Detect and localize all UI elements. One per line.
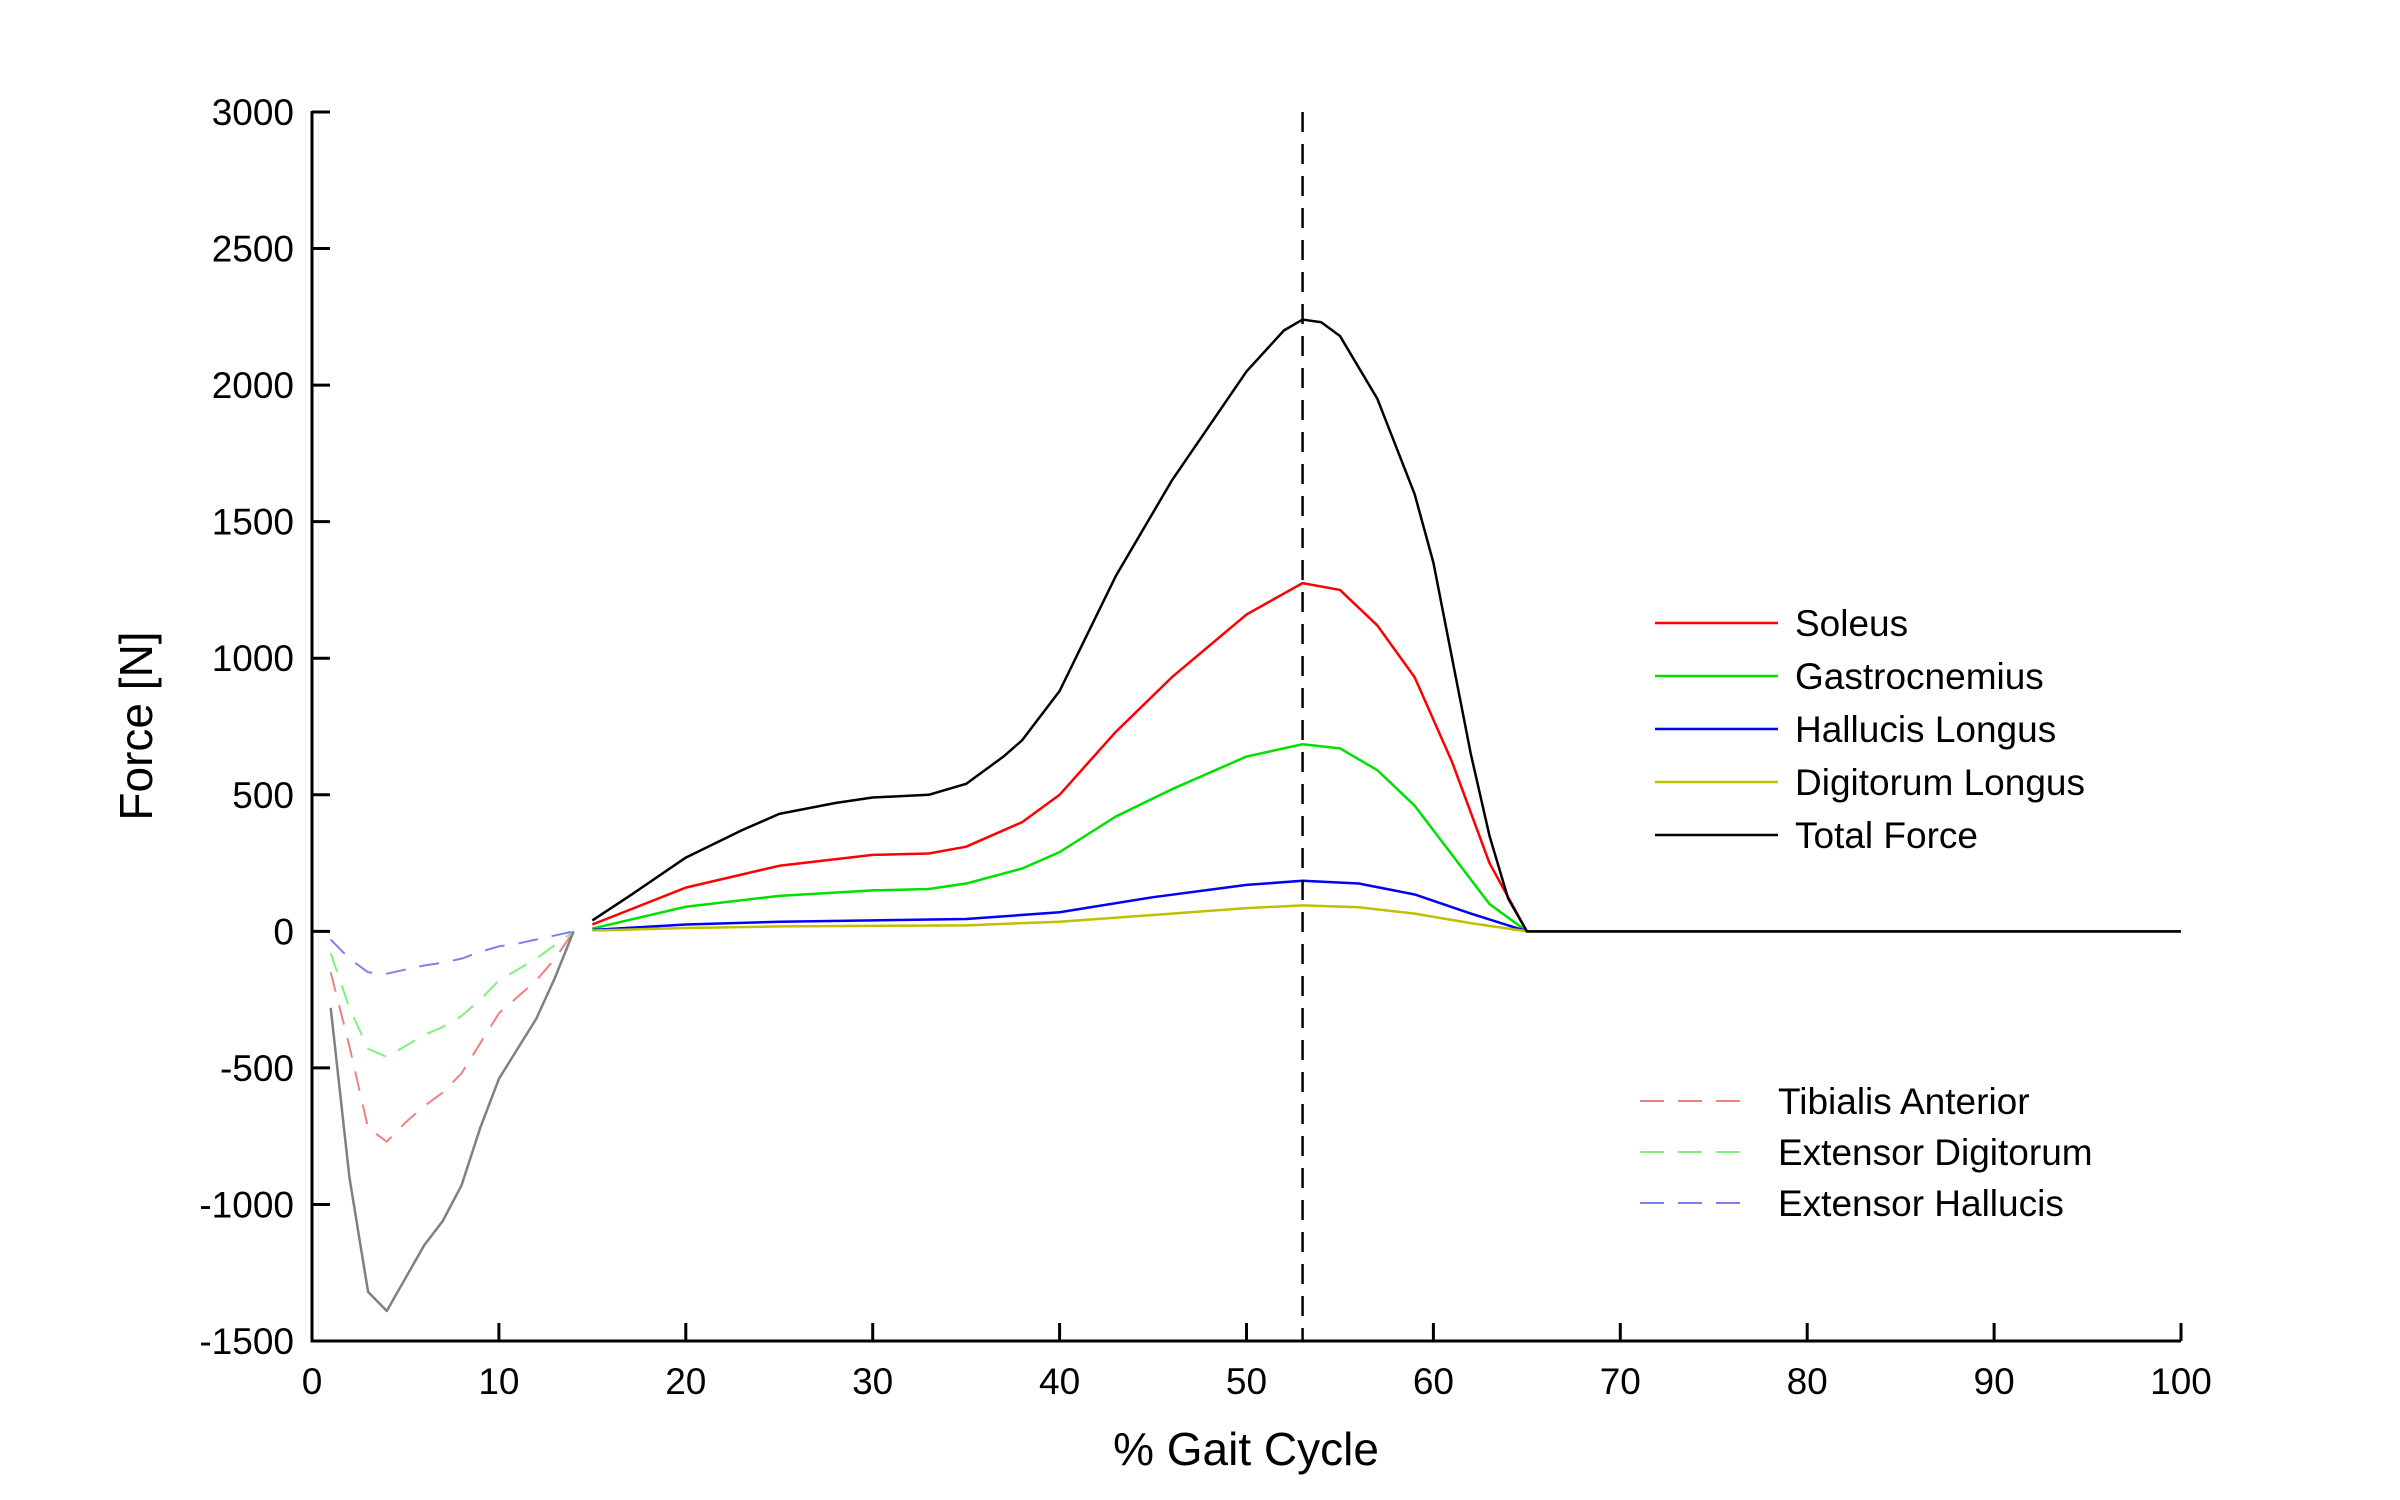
legend-label: Total Force (1795, 815, 1978, 856)
legend-item-extensor-hallucis: Extensor Hallucis (1640, 1183, 2064, 1224)
x-tick-label: 30 (852, 1361, 893, 1402)
series-line-digitorum-longus (592, 904, 2181, 933)
x-tick-label: 10 (478, 1361, 519, 1402)
axes: 0 10 20 30 40 50 60 70 80 90 100 -1500 -1000 -500 0 500… (199, 92, 2212, 1402)
legend-label: Gastrocnemius (1795, 656, 2044, 697)
legend-label: Tibialis Anterior (1778, 1081, 2030, 1122)
y-tick-label: 500 (232, 775, 294, 816)
series-line-hallucis-longus (592, 879, 2181, 933)
x-tick-label: 40 (1039, 1361, 1080, 1402)
series-lines (329, 318, 2181, 1313)
x-tick-label: 50 (1226, 1361, 1267, 1402)
y-tick-label: -1500 (199, 1321, 294, 1362)
series-line-extensor-hallucis (329, 930, 574, 975)
series-line-total-force (591, 318, 2181, 933)
legend-item-digitorum-longus: Digitorum Longus (1655, 762, 2085, 803)
legend-solid: Soleus Gastrocnemius Hallucis Longus Digito… (1655, 603, 2085, 856)
legend-item-hallucis-longus: Hallucis Longus (1655, 709, 2056, 750)
x-tick-label: 0 (302, 1361, 323, 1402)
legend-label: Hallucis Longus (1795, 709, 2056, 750)
series-line-gastrocnemius (592, 743, 2181, 933)
series-line-soleus (591, 581, 2181, 933)
series-line-tibialis-anterior (329, 930, 575, 1143)
x-axis-label: % Gait Cycle (1113, 1423, 1379, 1475)
legend-item-tibialis-anterior: Tibialis Anterior (1640, 1081, 2030, 1122)
y-tick-label: 0 (273, 911, 294, 952)
x-tick-label: 90 (1974, 1361, 2015, 1402)
y-tick-label: -500 (220, 1048, 294, 1089)
x-tick-label: 100 (2150, 1361, 2212, 1402)
y-tick-label: -1000 (199, 1184, 294, 1225)
y-tick-label: 1500 (212, 502, 294, 543)
legend-label: Soleus (1795, 603, 1908, 644)
x-tick-label: 70 (1600, 1361, 1641, 1402)
x-tick-label: 20 (665, 1361, 706, 1402)
legend-item-gastrocnemius: Gastrocnemius (1655, 656, 2044, 697)
x-tick-label: 80 (1787, 1361, 1828, 1402)
y-axis-label: Force [N] (110, 631, 162, 820)
y-tick-label: 3000 (212, 92, 294, 133)
y-tick-label: 2000 (212, 365, 294, 406)
legend-item-soleus: Soleus (1655, 603, 1908, 644)
legend-label: Digitorum Longus (1795, 762, 2085, 803)
legend-label: Extensor Digitorum (1778, 1132, 2093, 1173)
legend-item-total-force: Total Force (1655, 815, 1978, 856)
series-line-extensor-digitorum (329, 930, 575, 1058)
legend-item-extensor-digitorum: Extensor Digitorum (1640, 1132, 2093, 1173)
x-tick-label: 60 (1413, 1361, 1454, 1402)
y-tick-label: 1000 (212, 638, 294, 679)
y-tick-label: 2500 (212, 229, 294, 270)
legend-dashed: Tibialis Anterior Extensor Digitorum Exten… (1640, 1081, 2093, 1224)
series-line-negative-total-8 (329, 930, 575, 1313)
legend-label: Extensor Hallucis (1778, 1183, 2064, 1224)
